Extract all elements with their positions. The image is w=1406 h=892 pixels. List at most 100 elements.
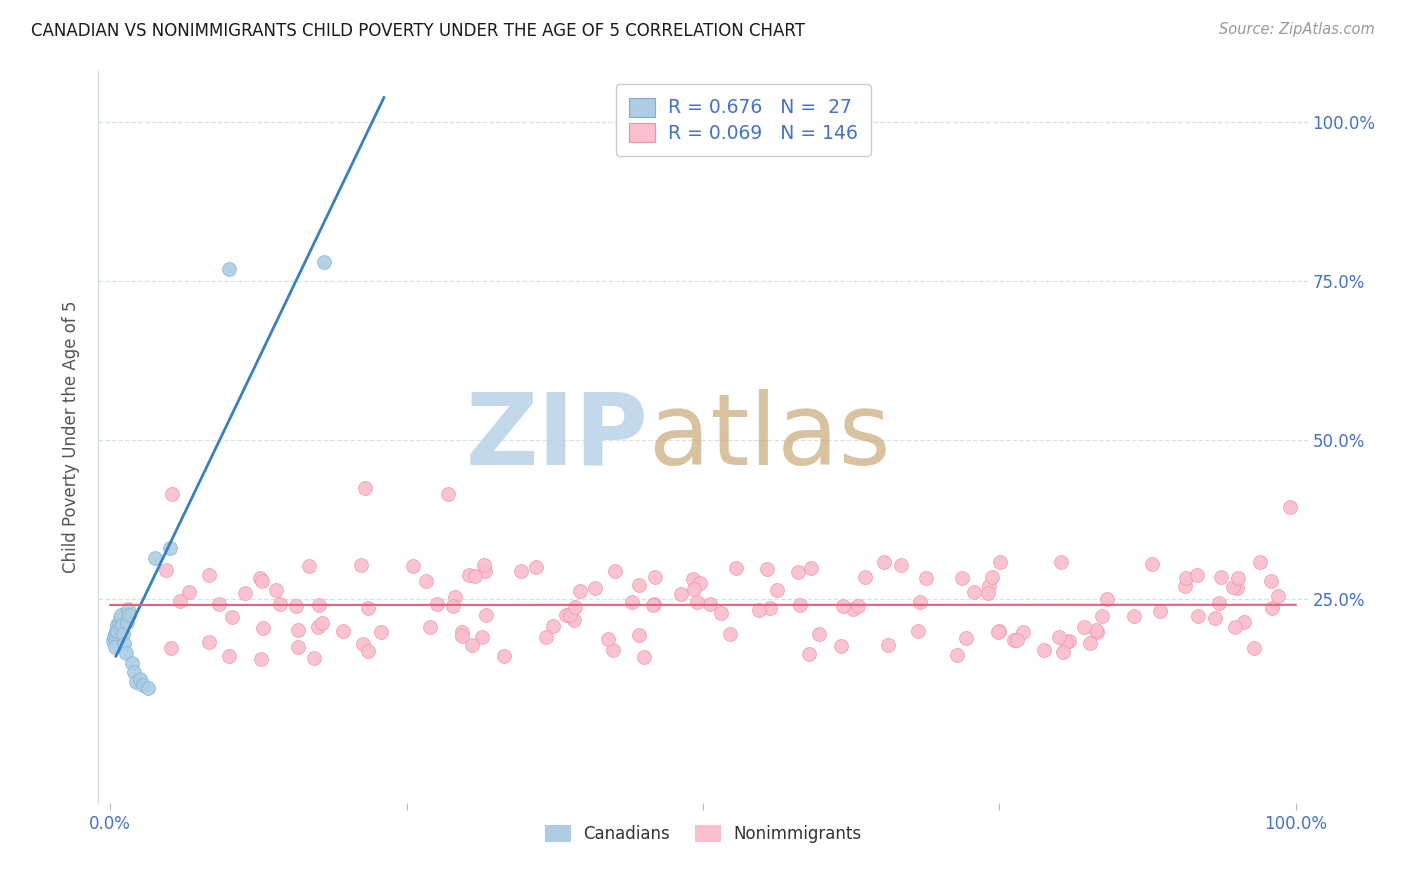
Point — [1223, 620, 1246, 634]
Point — [946, 648, 969, 662]
Point — [160, 641, 183, 656]
Point — [105, 624, 128, 638]
Point — [683, 582, 706, 596]
Point — [419, 620, 441, 634]
Point — [122, 665, 145, 680]
Point — [198, 635, 221, 649]
Point — [842, 602, 865, 616]
Point — [602, 643, 624, 657]
Point — [352, 636, 374, 650]
Point — [598, 632, 620, 646]
Point — [218, 261, 240, 276]
Point — [308, 598, 330, 612]
Point — [107, 615, 129, 629]
Point — [475, 608, 498, 623]
Point — [541, 619, 564, 633]
Point — [121, 656, 143, 670]
Point — [112, 627, 135, 641]
Point — [287, 640, 309, 655]
Point — [569, 584, 592, 599]
Point — [808, 627, 831, 641]
Point — [988, 624, 1011, 639]
Point — [159, 541, 181, 556]
Y-axis label: Child Poverty Under the Age of 5: Child Poverty Under the Age of 5 — [62, 301, 80, 574]
Point — [1002, 632, 1025, 647]
Point — [1047, 630, 1070, 644]
Point — [1209, 570, 1232, 584]
Point — [1052, 645, 1074, 659]
Text: CANADIAN VS NONIMMIGRANTS CHILD POVERTY UNDER THE AGE OF 5 CORRELATION CHART: CANADIAN VS NONIMMIGRANTS CHILD POVERTY … — [31, 22, 804, 40]
Point — [915, 571, 938, 585]
Legend: Canadians, Nonimmigrants: Canadians, Nonimmigrants — [538, 818, 868, 849]
Point — [710, 606, 733, 620]
Point — [1261, 600, 1284, 615]
Point — [252, 574, 274, 589]
Point — [980, 570, 1002, 584]
Point — [686, 595, 709, 609]
Point — [461, 638, 484, 652]
Point — [524, 560, 547, 574]
Point — [1227, 571, 1250, 585]
Point — [643, 597, 665, 611]
Point — [1174, 579, 1197, 593]
Point — [415, 574, 437, 588]
Point — [876, 638, 898, 652]
Point — [1123, 609, 1146, 624]
Point — [474, 564, 496, 578]
Point — [350, 558, 373, 573]
Point — [1054, 634, 1077, 648]
Point — [177, 585, 200, 599]
Point — [114, 637, 136, 651]
Point — [1260, 574, 1282, 588]
Point — [332, 624, 354, 638]
Point — [110, 608, 132, 623]
Point — [117, 602, 139, 616]
Point — [125, 675, 148, 690]
Point — [1085, 624, 1108, 639]
Point — [758, 601, 780, 615]
Text: ZIP: ZIP — [465, 389, 648, 485]
Point — [605, 565, 627, 579]
Point — [284, 599, 307, 613]
Point — [846, 599, 869, 613]
Point — [627, 577, 650, 591]
Point — [105, 624, 128, 638]
Point — [307, 620, 329, 634]
Point — [963, 585, 986, 599]
Point — [562, 613, 585, 627]
Point — [1073, 619, 1095, 633]
Point — [160, 487, 183, 501]
Point — [950, 571, 973, 585]
Point — [451, 625, 474, 640]
Point — [748, 603, 770, 617]
Point — [426, 597, 449, 611]
Point — [1085, 623, 1108, 637]
Point — [1243, 640, 1265, 655]
Point — [1078, 636, 1101, 650]
Point — [799, 647, 821, 661]
Point — [370, 625, 392, 640]
Point — [444, 591, 467, 605]
Point — [1059, 634, 1081, 648]
Point — [987, 625, 1010, 640]
Point — [1187, 609, 1209, 624]
Point — [1249, 555, 1271, 569]
Point — [492, 649, 515, 664]
Point — [1233, 615, 1256, 630]
Point — [269, 597, 291, 611]
Point — [1222, 580, 1244, 594]
Point — [1174, 571, 1197, 585]
Point — [129, 672, 152, 686]
Point — [669, 587, 692, 601]
Point — [105, 617, 128, 632]
Point — [143, 550, 166, 565]
Point — [114, 646, 136, 660]
Point — [311, 616, 333, 631]
Point — [1185, 567, 1208, 582]
Point — [890, 558, 912, 573]
Point — [724, 561, 747, 575]
Point — [564, 600, 586, 615]
Point — [955, 631, 977, 645]
Point — [298, 559, 321, 574]
Point — [356, 644, 378, 658]
